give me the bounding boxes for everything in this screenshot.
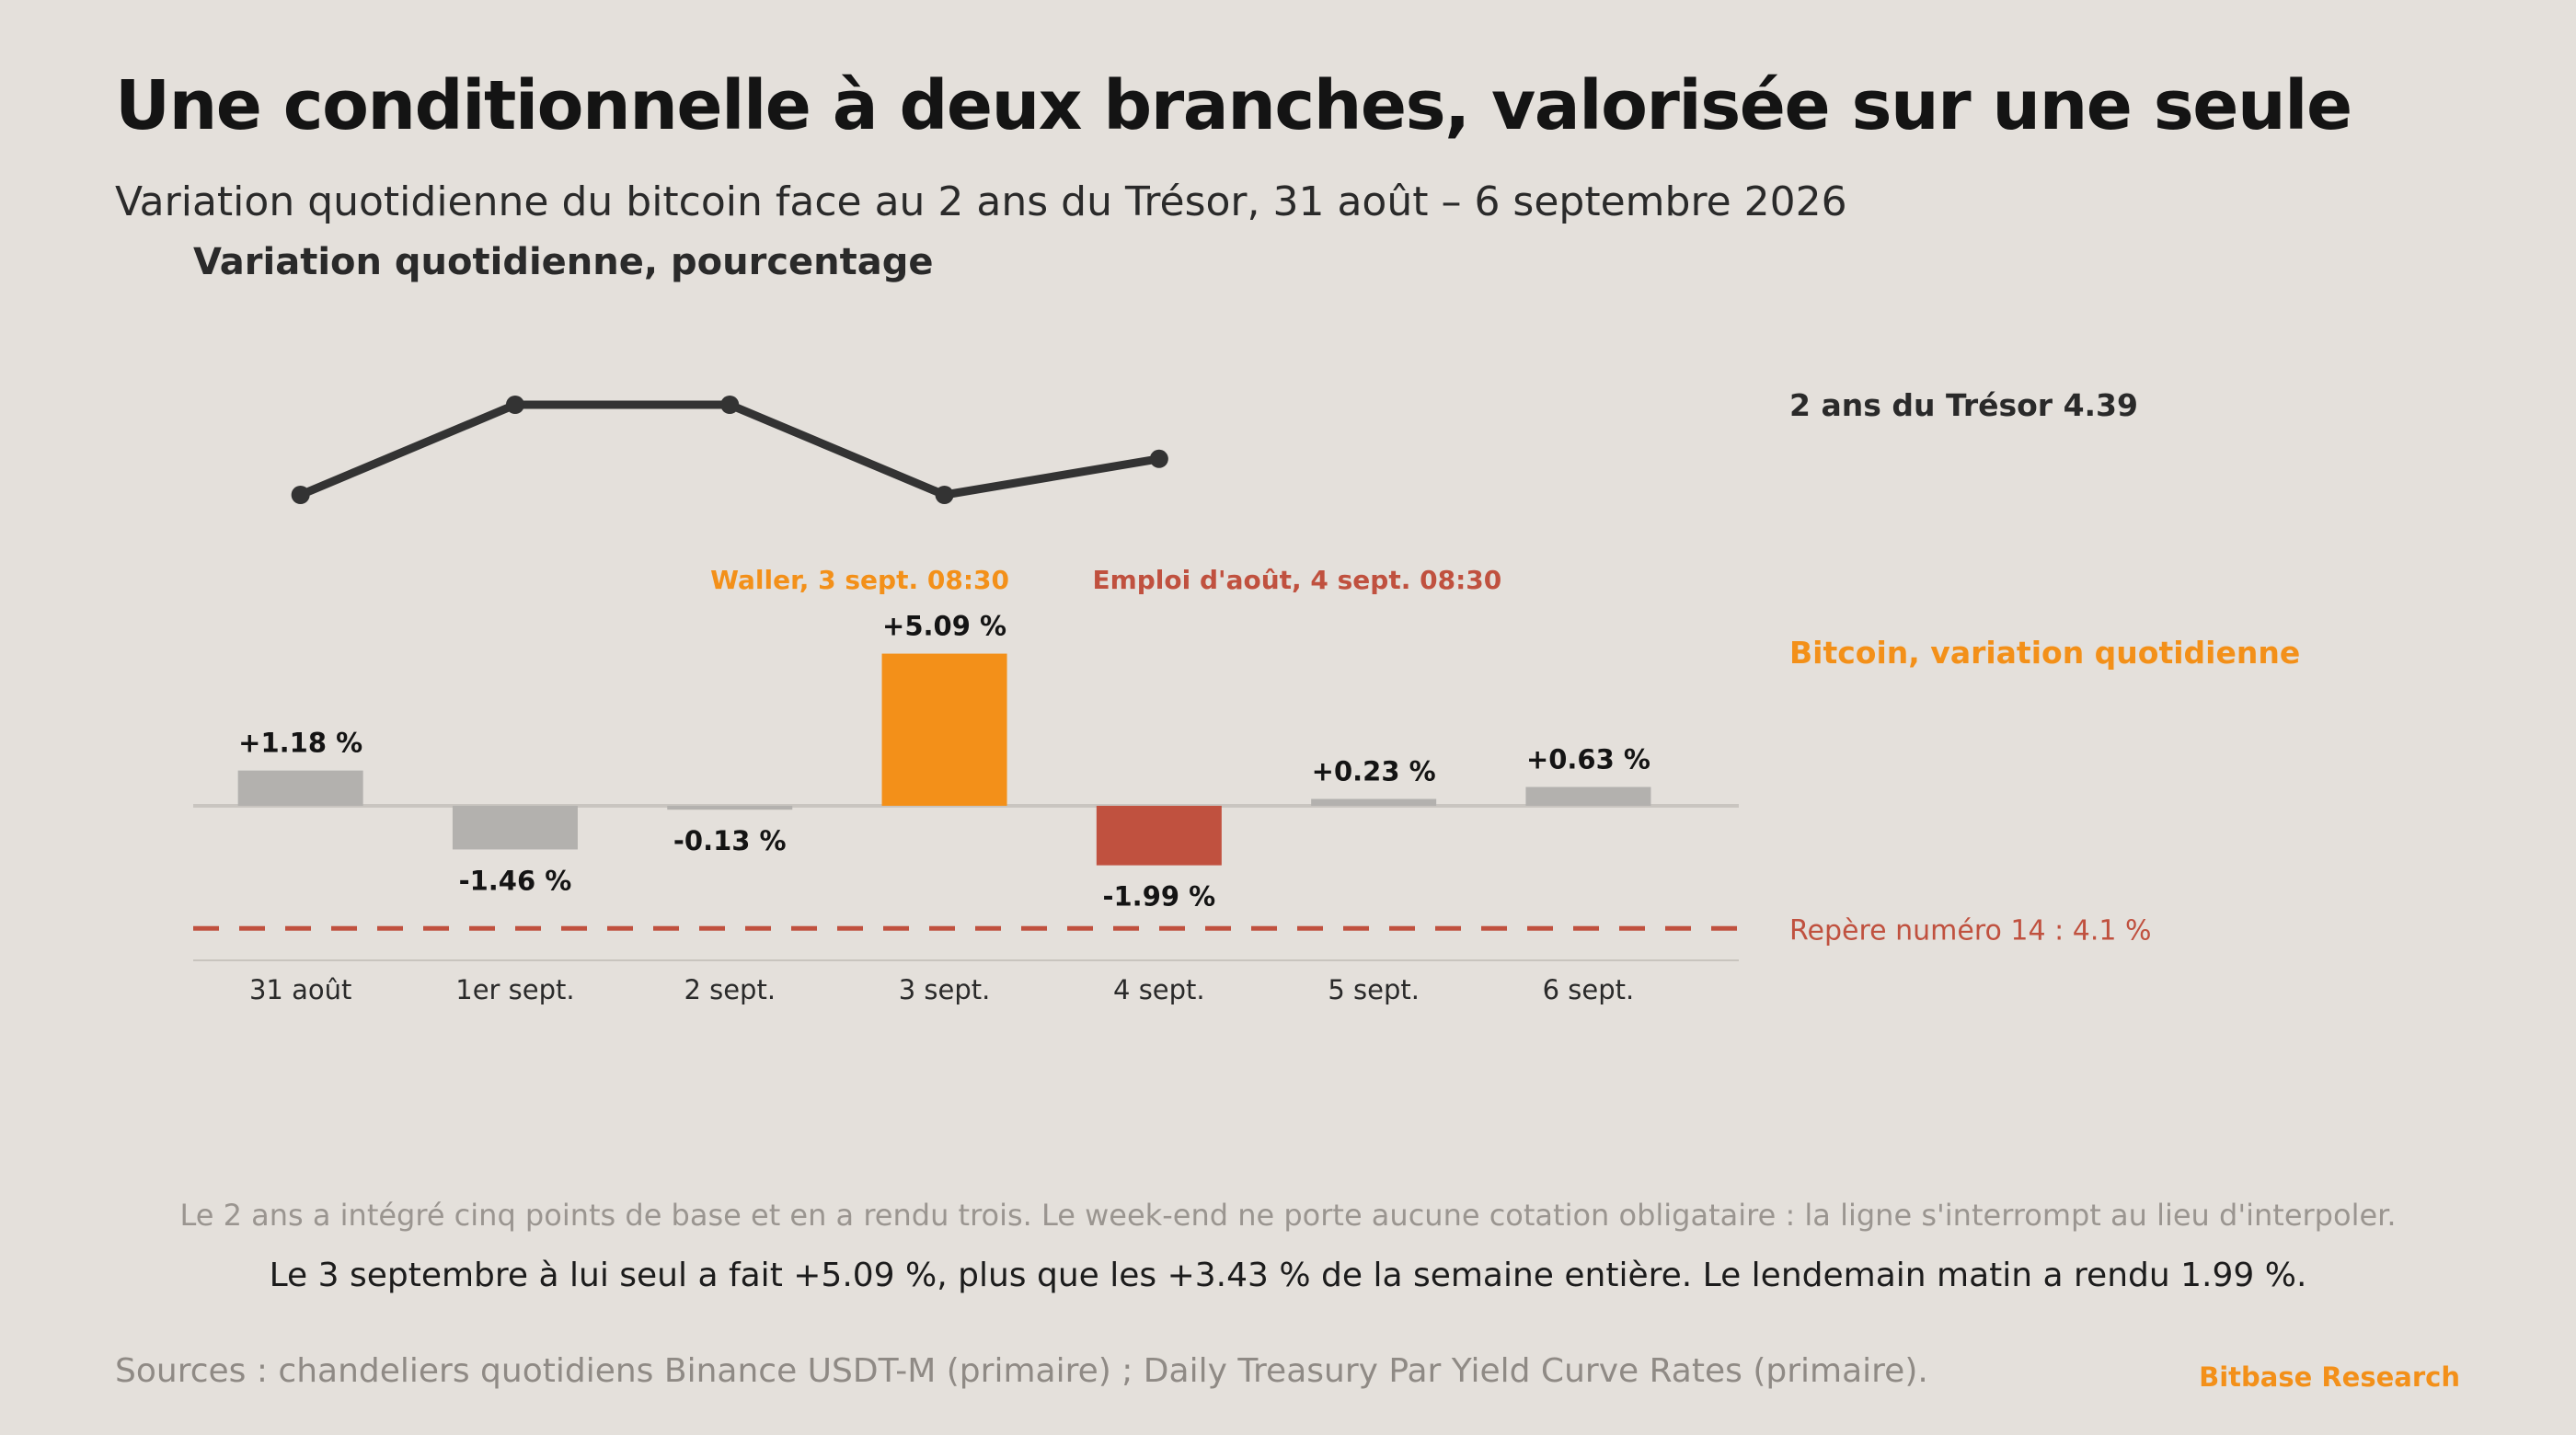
- y-axis-title: Variation quotidienne, pourcentage: [193, 241, 934, 283]
- event-annotation-1: Emploi d'août, 4 sept. 08:30: [1092, 565, 1501, 595]
- bar-3: [881, 653, 1007, 806]
- reference-line-label: Repère numéro 14 : 4.1 %: [1789, 914, 2152, 947]
- treasury-line: [298, 400, 1160, 499]
- x-tick-label-3: 3 sept.: [899, 974, 991, 1005]
- treasury-point-3: [935, 486, 954, 504]
- treasury-series-label: 2 ans du Trésor 4.39: [1789, 387, 2138, 423]
- chart-note: Le 2 ans a intégré cinq points de base e…: [179, 1198, 2397, 1233]
- bar-2: [667, 806, 793, 810]
- event-annotation-0: Waller, 3 sept. 08:30: [710, 565, 1009, 595]
- bar-value-label-1: -1.46 %: [459, 865, 572, 896]
- treasury-point-4: [1149, 449, 1168, 468]
- x-tick-label-2: 2 sept.: [684, 974, 776, 1005]
- bar-value-label-2: -0.13 %: [673, 825, 787, 856]
- bitcoin-series-label: Bitcoin, variation quotidienne: [1789, 635, 2300, 671]
- bar-value-label-3: +5.09 %: [882, 611, 1006, 642]
- chart-subtitle: Variation quotidienne du bitcoin face au…: [115, 178, 1847, 225]
- chart-canvas: Repère numéro 14 : 4.1 % +1.18 % -1.46 % -0…: [193, 387, 2300, 1005]
- bar-5: [1311, 798, 1437, 806]
- x-tick-label-5: 5 sept.: [1328, 974, 1420, 1005]
- x-tick-label-6: 6 sept.: [1543, 974, 1635, 1005]
- bar-value-label-4: -1.99 %: [1102, 881, 1215, 913]
- bar-4: [1096, 806, 1222, 866]
- treasury-point-2: [720, 396, 740, 414]
- bar-0: [237, 770, 363, 806]
- treasury-point-1: [505, 396, 524, 414]
- x-tick-label-0: 31 août: [249, 974, 351, 1005]
- bar-value-label-5: +0.23 %: [1312, 756, 1436, 787]
- bar-6: [1525, 786, 1651, 806]
- chart-title: Une conditionnelle à deux branches, valo…: [115, 66, 2352, 145]
- sources-text: Sources : chandeliers quotidiens Binance…: [115, 1352, 1928, 1390]
- brand-logo-text: Bitbase Research: [2199, 1361, 2460, 1393]
- chart-takeaway: Le 3 septembre à lui seul a fait +5.09 %…: [269, 1257, 2307, 1294]
- bar-value-label-0: +1.18 %: [238, 728, 362, 759]
- bar-value-label-6: +0.63 %: [1526, 744, 1650, 775]
- treasury-point-0: [291, 486, 310, 504]
- bar-1: [452, 806, 578, 850]
- x-tick-label-1: 1er sept.: [455, 974, 574, 1005]
- x-tick-label-4: 4 sept.: [1113, 974, 1205, 1005]
